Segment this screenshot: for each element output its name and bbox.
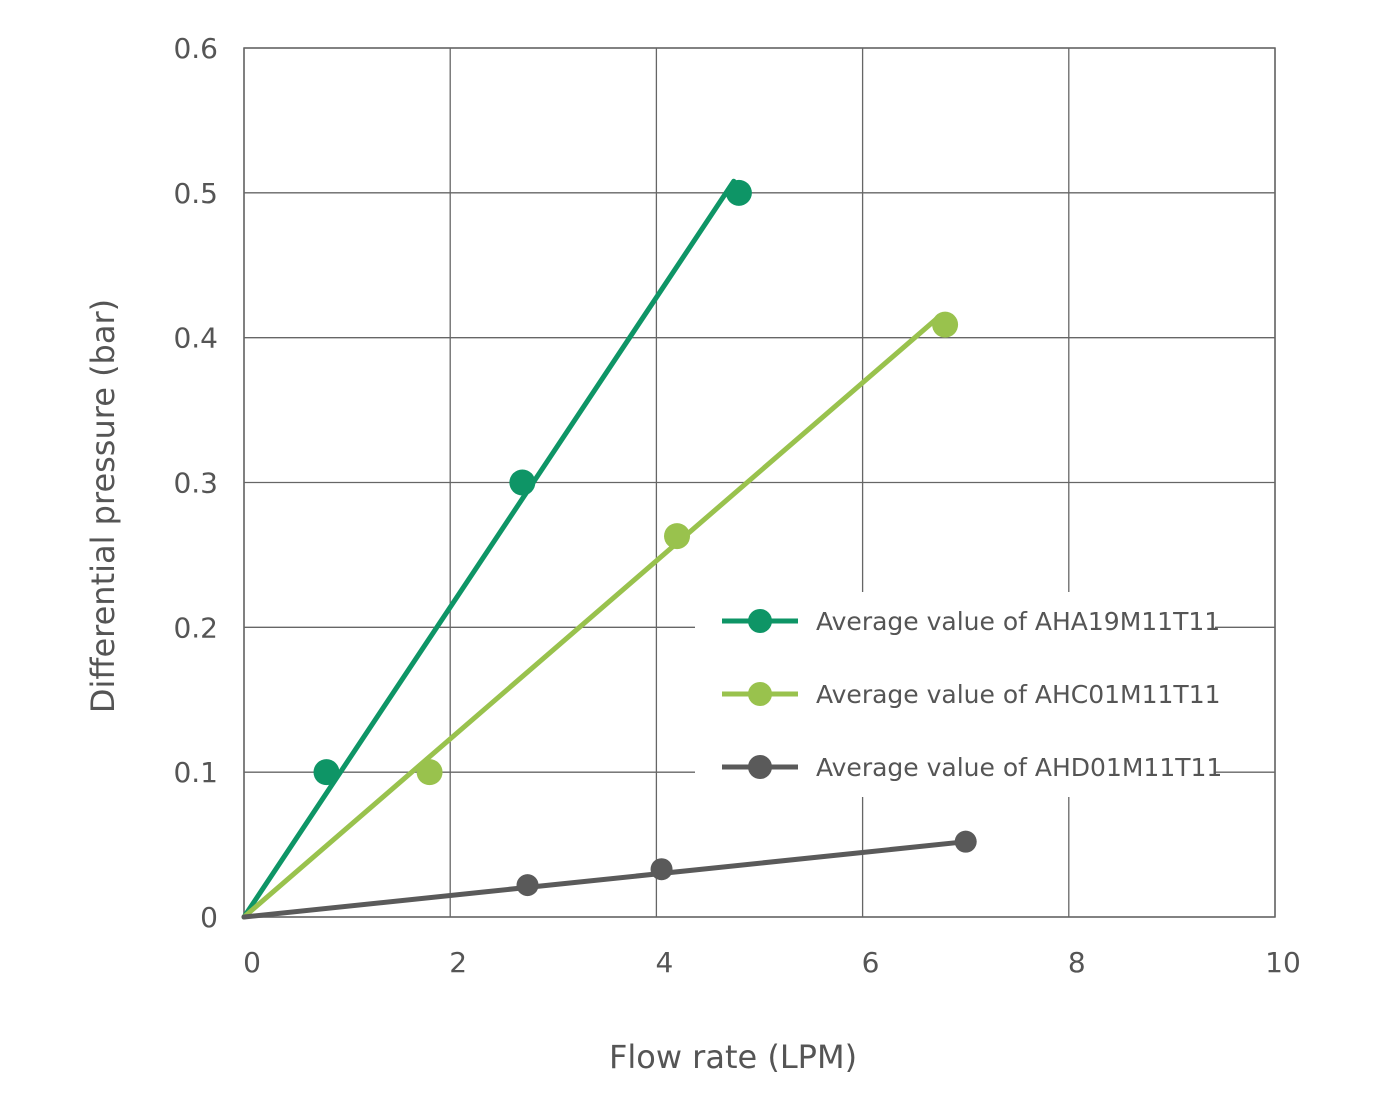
series-layer — [241, 178, 977, 920]
y-tick-label: 0.2 — [173, 611, 218, 644]
legend: Average value of AHA19M11T11 Average valu… — [695, 592, 1222, 797]
data-point — [932, 311, 959, 338]
series-3 — [241, 830, 977, 920]
data-point — [650, 858, 673, 881]
x-axis-title: Flow rate (LPM) — [609, 1038, 857, 1076]
y-axis-title: Differential pressure (bar) — [84, 299, 122, 713]
legend-label: Average value of AHC01M11T11 — [816, 680, 1221, 709]
legend-item: Average value of AHA19M11T11 — [722, 607, 1220, 636]
plot-frame — [243, 47, 1276, 918]
y-tick-label: 0.6 — [173, 32, 218, 65]
data-point — [416, 759, 443, 786]
data-point — [725, 179, 752, 206]
series-1 — [241, 178, 752, 920]
series-2 — [241, 311, 959, 920]
data-point — [664, 523, 691, 550]
y-tick-label: 0.5 — [173, 177, 218, 210]
x-tick-label: 8 — [1068, 946, 1086, 979]
series-line — [241, 178, 737, 920]
series-line — [241, 313, 943, 920]
legend-swatch-marker — [748, 682, 772, 706]
y-tick-labels: 0 0.1 0.2 0.3 0.4 0.5 0.6 — [173, 32, 218, 934]
y-tick-label: 0.4 — [173, 322, 218, 355]
x-tick-label: 6 — [862, 946, 880, 979]
legend-label: Average value of AHD01M11T11 — [816, 753, 1222, 782]
data-point — [509, 469, 536, 496]
series-line — [241, 839, 969, 920]
x-tick-label: 0 — [243, 946, 261, 979]
data-point — [954, 830, 977, 853]
x-tick-labels: 0 2 4 6 8 10 — [243, 946, 1301, 979]
data-point — [313, 759, 340, 786]
legend-label: Average value of AHA19M11T11 — [816, 607, 1220, 636]
legend-item: Average value of AHC01M11T11 — [722, 680, 1221, 709]
legend-swatch-marker — [748, 755, 772, 779]
legend-swatch-marker — [748, 609, 772, 633]
x-tick-label: 4 — [655, 946, 673, 979]
y-tick-label: 0 — [200, 901, 218, 934]
y-tick-label: 0.1 — [173, 756, 218, 789]
y-tick-label: 0.3 — [173, 467, 218, 500]
legend-item: Average value of AHD01M11T11 — [722, 753, 1222, 782]
x-tick-label: 2 — [449, 946, 467, 979]
data-point — [516, 874, 539, 897]
x-tick-label: 10 — [1265, 946, 1301, 979]
